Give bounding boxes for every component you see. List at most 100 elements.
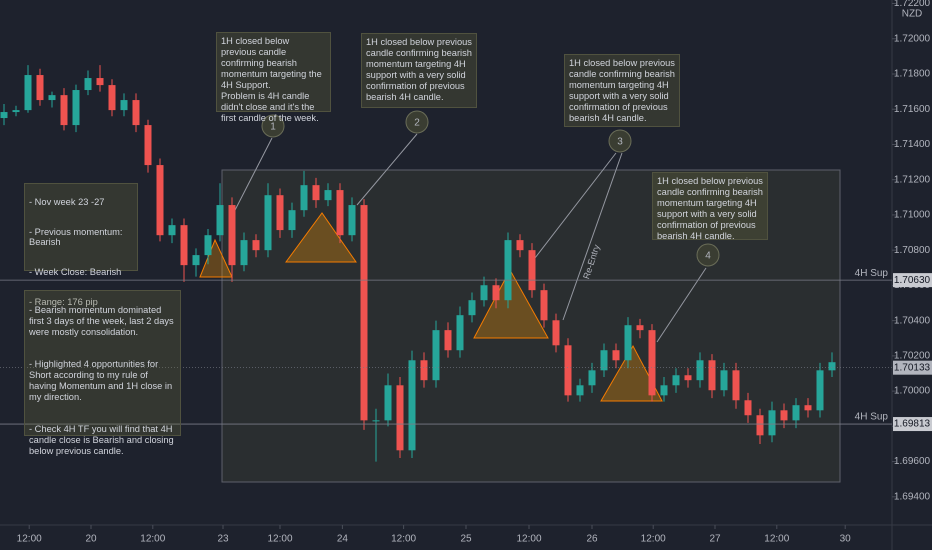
candle-body xyxy=(432,330,440,381)
x-tick-label: 12:00 xyxy=(764,534,789,545)
currency-label: NZD xyxy=(902,9,923,20)
candle-body xyxy=(216,205,224,236)
candle-body xyxy=(756,415,764,436)
x-tick-label: 26 xyxy=(586,534,598,545)
candle-body xyxy=(48,95,56,101)
candle-body xyxy=(552,320,560,346)
markers: 1 2 3 4 xyxy=(261,110,720,267)
candle-body xyxy=(696,360,704,381)
candle-body xyxy=(708,360,716,391)
note: 1H closed below previous candle confirmi… xyxy=(361,33,477,108)
summary-line: - Week Close: Bearish xyxy=(29,267,122,277)
x-tick-label: 24 xyxy=(337,534,349,545)
level-label: 1.69813 xyxy=(894,419,931,430)
candle-body xyxy=(504,240,512,301)
candle-body xyxy=(804,405,812,411)
candle-body xyxy=(540,290,548,321)
candle-body xyxy=(324,190,332,201)
candle-body xyxy=(264,195,272,251)
candle-body xyxy=(828,362,836,371)
triangle xyxy=(473,268,549,339)
marker-label: 2 xyxy=(414,118,420,129)
y-tick-label: 1.71600 xyxy=(894,104,931,115)
candle-body xyxy=(12,110,20,113)
candle-body xyxy=(252,240,260,251)
summary-line: - Previous momentum: Bearish xyxy=(29,227,123,247)
candle-body xyxy=(408,360,416,451)
y-tick-label: 1.70000 xyxy=(894,386,931,397)
x-tick-label: 12:00 xyxy=(516,534,541,545)
level-box xyxy=(893,417,932,432)
candle-body xyxy=(132,100,140,126)
candle-body xyxy=(420,360,428,381)
y-tick-label: 1.69600 xyxy=(894,456,931,467)
candle-body xyxy=(792,405,800,421)
x-tick-label: 23 xyxy=(217,534,229,545)
candle-body xyxy=(204,235,212,256)
commentary-line: - Highlighted 4 opportunities for Short … xyxy=(29,359,173,402)
candle-body xyxy=(312,185,320,201)
candle-body xyxy=(456,315,464,351)
candle-body xyxy=(96,78,104,86)
candle-body xyxy=(564,345,572,396)
candle-body xyxy=(72,90,80,126)
candle-body xyxy=(180,225,188,266)
y-tick-label: 1.70200 xyxy=(894,351,931,362)
candle-body xyxy=(168,225,176,236)
candle-body xyxy=(60,95,68,126)
candle-body xyxy=(288,210,296,231)
candle-body xyxy=(372,420,380,422)
candle-body xyxy=(396,385,404,451)
candle-body xyxy=(300,185,308,211)
candle-body xyxy=(492,285,500,301)
candle-body xyxy=(336,190,344,236)
candle-body xyxy=(36,75,44,101)
candle-body xyxy=(468,300,476,316)
candle-body xyxy=(768,410,776,436)
note: 1H closed below previous candle confirmi… xyxy=(216,32,331,123)
triangle xyxy=(600,344,663,402)
candle-body xyxy=(120,100,128,111)
candle-body xyxy=(480,285,488,301)
candle-body xyxy=(84,78,92,91)
candle-body xyxy=(816,370,824,411)
summary-line: - Nov week 23 -27 xyxy=(29,197,105,207)
candle-body xyxy=(228,205,236,266)
y-tick-label: 1.71800 xyxy=(894,69,931,80)
candle-body xyxy=(624,325,632,361)
range-box xyxy=(221,169,841,483)
candle-body xyxy=(192,255,200,266)
candle-body xyxy=(516,240,524,251)
candle-body xyxy=(444,330,452,351)
candle-body xyxy=(156,165,164,236)
y-tick-label: 1.71200 xyxy=(894,174,931,185)
y-tick-label: 1.70800 xyxy=(894,245,931,256)
candle-body xyxy=(648,330,656,396)
candle-body xyxy=(744,400,752,416)
x-tick-label: 12:00 xyxy=(641,534,666,545)
candle-body xyxy=(360,205,368,421)
summary-line: - Range: 176 pip xyxy=(29,297,98,307)
candle-body xyxy=(660,385,668,396)
marker-label: 3 xyxy=(617,137,623,148)
candle-body xyxy=(24,75,32,111)
marker-label: 1 xyxy=(270,122,276,133)
candle-body xyxy=(384,385,392,421)
x-tick-label: 12:00 xyxy=(267,534,292,545)
triangle xyxy=(285,212,357,263)
support-name: 4H Sup xyxy=(855,412,889,423)
x-tick-label: 30 xyxy=(840,534,852,545)
x-tick-label: 27 xyxy=(709,534,721,545)
candle-body xyxy=(588,370,596,386)
commentary-box: - Bearish momentum dominated first 3 day… xyxy=(24,290,181,456)
summary-box: - Nov week 23 -27 - Previous momentum: B… xyxy=(24,183,138,307)
support-name: 4H Sup xyxy=(855,268,889,279)
y-tick-label: 1.69400 xyxy=(894,491,931,502)
candle-body xyxy=(108,85,116,111)
last-price-box xyxy=(893,360,932,375)
candle-body xyxy=(732,370,740,401)
candle-body xyxy=(780,410,788,421)
candle-body xyxy=(240,240,248,266)
